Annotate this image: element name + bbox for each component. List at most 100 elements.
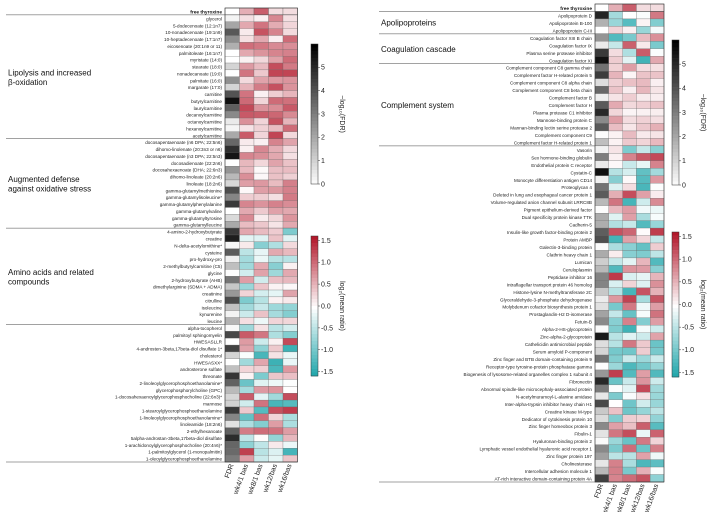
heatmap-cell (239, 49, 255, 57)
heatmap-cell (622, 71, 637, 79)
row-label: Abnormal spindle-like microcephaly-assoc… (481, 387, 593, 392)
row-label: docosahexaenoate (DHA; 22:6n3) (153, 168, 223, 173)
heatmap-cell (608, 123, 623, 132)
heatmap-cell (224, 69, 240, 77)
heatmap-cell (594, 272, 609, 281)
row-label: Coagulation factor IX (549, 43, 592, 48)
row-label: nonadecanoate (19:0) (177, 71, 222, 76)
heatmap-cell (594, 183, 609, 191)
heatmap-cell (268, 365, 284, 373)
heatmap-cell (282, 448, 298, 456)
colorbar-step (672, 83, 679, 88)
heatmap-cell (636, 93, 651, 102)
heatmap-cell (608, 220, 623, 229)
heatmap-cell (650, 175, 665, 184)
colorbar-step (311, 365, 318, 370)
heatmap-cell (253, 227, 269, 236)
row-label: N-delta-acetylornithine* (174, 243, 222, 248)
heatmap-cell (224, 338, 240, 346)
heatmap-cell (636, 78, 651, 87)
heatmap-cell (622, 362, 637, 371)
group-label: Augmented defense against oxidative stres… (8, 175, 91, 194)
heatmap-cell (239, 262, 255, 270)
heatmap-cell (622, 354, 637, 363)
heatmap-cell (239, 131, 255, 139)
colorbar-step (311, 96, 318, 101)
colorbar-step (672, 362, 679, 367)
colorbar-step (311, 292, 318, 296)
heatmap-cell (594, 18, 609, 27)
heatmap-cell (594, 71, 609, 79)
colorbar-tick-label: 5 (682, 62, 686, 69)
colorbar-step (672, 286, 679, 291)
heatmap-cell (282, 69, 298, 77)
heatmap-cell (224, 255, 240, 263)
colorbar-step (672, 123, 679, 128)
heatmap-cell (253, 69, 269, 77)
colorbar-step (311, 271, 318, 275)
heatmap-cell (253, 331, 269, 339)
heatmap-cell (608, 115, 623, 124)
row-label: dihomo-linoleate (20:2n6) (170, 175, 223, 180)
heatmap-cell (224, 379, 240, 387)
colorbar-step (311, 121, 318, 125)
row-label: Coagulation factor XIII B chain (530, 36, 592, 41)
heatmap-cell (622, 429, 637, 438)
heatmap-cell (282, 14, 298, 22)
heatmap-cell (282, 441, 298, 449)
colorbar-tick-label: 1.0 (682, 257, 692, 264)
heatmap-cell (622, 459, 637, 468)
column-label: FDR (594, 483, 605, 499)
colorbar-step (311, 110, 318, 115)
colorbar-step (311, 313, 318, 317)
row-label: 10-nonadecenoate (19:1n9) (165, 30, 222, 35)
heatmap-cell (224, 49, 240, 57)
heatmap-cell (650, 466, 665, 475)
heatmap-cell (594, 227, 609, 236)
heatmap-cell (224, 283, 240, 291)
heatmap-cell (636, 115, 651, 124)
heatmap-cell (268, 324, 284, 332)
heatmap-cell (224, 166, 240, 174)
heatmap-cell (268, 56, 284, 64)
heatmap-cell (650, 115, 665, 124)
heatmap-cell (282, 62, 298, 71)
heatmap-cell (594, 108, 609, 117)
colorbar-tick-label: -1.5 (682, 370, 694, 377)
heatmap-cell (636, 138, 651, 147)
heatmap-cell (622, 175, 637, 184)
heatmap-cell (622, 220, 637, 229)
group-label: Complement system (381, 101, 454, 110)
heatmap-cell (253, 111, 269, 119)
heatmap-cell (268, 111, 284, 119)
colorbar-step (311, 142, 318, 146)
heatmap-cell (650, 220, 665, 229)
heatmap-cell (594, 377, 609, 386)
row-label: Intraflagellar transport protein 46 homo… (507, 282, 593, 287)
row-label: Volume-regulated anion channel subunit L… (491, 200, 592, 205)
heatmap-cell (594, 130, 609, 139)
heatmap-cell (608, 302, 623, 311)
colorbar-step (672, 351, 679, 356)
heatmap-cell (268, 372, 284, 380)
row-label: Peptidase inhibitor 16 (548, 275, 593, 280)
heatmap-cell (650, 130, 665, 139)
heatmap-cell (224, 56, 240, 64)
heatmap-cell (636, 407, 651, 415)
heatmap-cell (268, 179, 284, 187)
heatmap-cell (636, 100, 651, 109)
colorbar-tick-label: 0.5 (321, 282, 331, 289)
heatmap-cell (282, 372, 298, 380)
heatmap-cell (224, 289, 240, 298)
heatmap-cell (622, 86, 637, 94)
heatmap-cell (608, 429, 623, 438)
colorbar-step (672, 275, 679, 280)
colorbar-tick-label: 1.5 (682, 234, 692, 241)
heatmap-cell (622, 377, 637, 386)
heatmap-cell (622, 227, 637, 236)
heatmap-cell (268, 303, 284, 311)
colorbar-step (672, 348, 679, 352)
colorbar-step (311, 288, 318, 293)
heatmap-cell (268, 351, 284, 359)
